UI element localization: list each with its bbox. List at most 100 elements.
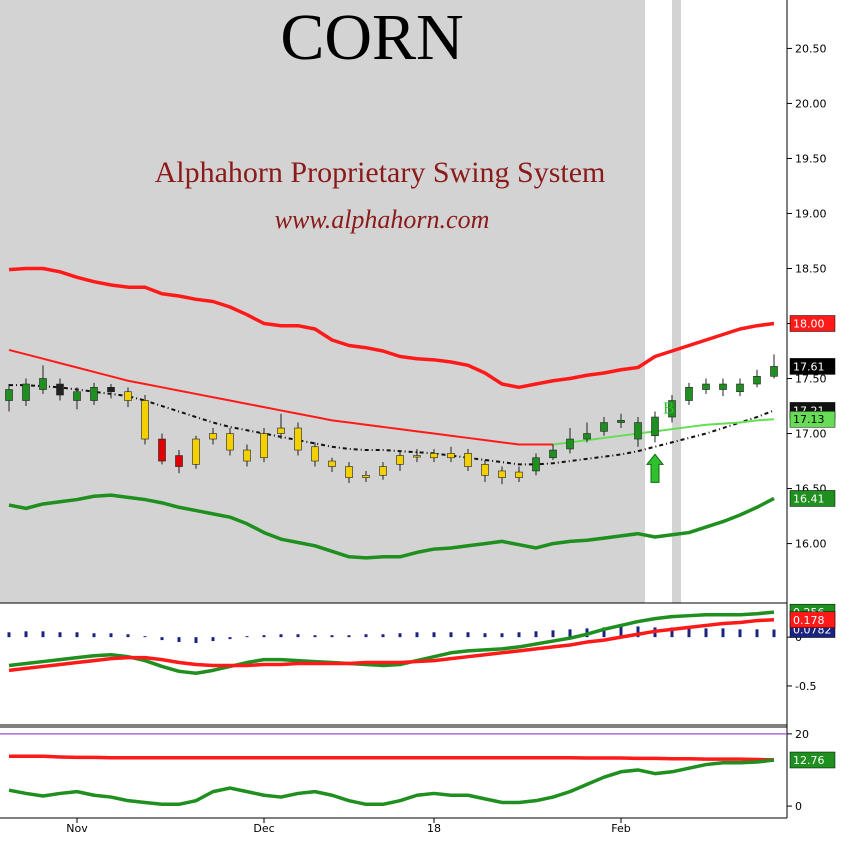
candle-body	[566, 438, 574, 450]
candle-body	[141, 400, 149, 440]
y-tick-label: 20	[795, 728, 809, 741]
series-line	[8, 348, 553, 446]
candle-body	[719, 383, 727, 390]
value-tag	[789, 490, 836, 507]
candle-body	[345, 466, 353, 478]
series-line	[8, 618, 775, 673]
chart-subtitle: Alphahorn Proprietary Swing System	[155, 156, 606, 189]
histogram-bar	[568, 629, 572, 638]
value-tag	[789, 315, 836, 332]
histogram-bar	[721, 628, 725, 638]
candle-body	[736, 383, 744, 393]
histogram-bar	[143, 636, 147, 638]
candle-body	[362, 475, 370, 478]
histogram-bar	[500, 633, 504, 638]
histogram-bar	[364, 634, 368, 638]
histogram-bar	[279, 634, 283, 638]
histogram-bar	[398, 633, 402, 638]
candle-body	[107, 387, 115, 393]
signal-arrow	[645, 453, 665, 483]
series-line	[9, 384, 775, 466]
histogram-bar	[466, 632, 470, 638]
histogram-bar	[415, 632, 419, 638]
value-tag-label: 0.178	[793, 614, 825, 627]
candle-body	[396, 455, 404, 465]
y-tick-label: 17.50	[795, 373, 827, 386]
series-line	[8, 493, 775, 560]
candle-body	[498, 470, 506, 478]
histogram-bar	[670, 627, 674, 638]
candle-body	[209, 433, 217, 440]
candle-body	[243, 449, 251, 462]
histogram-bar	[24, 631, 28, 638]
y-tick-label: 19.50	[795, 152, 827, 165]
y-tick-label: 16.00	[795, 538, 827, 551]
histogram-bar	[313, 635, 317, 638]
candle-body	[379, 466, 387, 476]
y-tick-label: 20.00	[795, 97, 827, 110]
y-tick-label: 20.50	[795, 42, 827, 55]
session-shade	[672, 0, 681, 603]
candle-body	[464, 453, 472, 467]
histogram-bar	[381, 634, 385, 638]
value-tag-label: 18.00	[793, 318, 825, 331]
x-tick-label: Dec	[253, 822, 274, 835]
candle-body	[22, 383, 30, 401]
y-tick-label: 0	[795, 800, 802, 813]
candle-body	[549, 449, 557, 459]
histogram-bar	[755, 629, 759, 638]
histogram-bar	[7, 632, 11, 638]
candle-body	[753, 376, 761, 385]
candle-body	[311, 446, 319, 462]
value-tag-label: 17.61	[793, 360, 825, 373]
candle-body	[328, 460, 336, 467]
histogram-bar	[211, 637, 215, 642]
value-tag	[789, 611, 836, 629]
histogram-bar	[262, 635, 266, 638]
candle-body	[158, 438, 166, 462]
value-tag-label: 16.41	[793, 492, 825, 505]
series-line	[8, 266, 775, 390]
histogram-bar	[245, 636, 249, 638]
source-url: www.alphahorn.com	[275, 205, 490, 234]
signal-label: B	[663, 398, 674, 417]
candle-body	[515, 471, 523, 478]
candle-body	[413, 455, 421, 458]
value-tag	[789, 751, 836, 769]
value-tag-label: 17.13	[793, 413, 825, 426]
candle-body	[651, 416, 659, 437]
histogram-bar	[517, 632, 521, 638]
candle-body	[634, 422, 642, 440]
candle-body	[617, 420, 625, 423]
histogram-bar	[619, 626, 623, 638]
candle-body	[481, 464, 489, 476]
histogram-bar	[687, 628, 691, 638]
candle-body	[56, 383, 64, 396]
candle-body	[447, 453, 455, 459]
histogram-bar	[177, 637, 181, 643]
candle-body	[770, 366, 778, 377]
candle-body	[430, 453, 438, 459]
candle-body	[5, 389, 13, 401]
candle-body	[124, 391, 132, 401]
histogram-bar	[330, 635, 334, 638]
histogram-bar	[58, 632, 62, 638]
candle-body	[294, 427, 302, 451]
candle-body	[277, 427, 285, 434]
x-tick-label: 18	[427, 822, 441, 835]
histogram-bar	[636, 626, 640, 638]
histogram-bar	[75, 632, 79, 638]
candle-body	[192, 438, 200, 465]
candle-body	[90, 387, 98, 401]
y-tick-label: 17.00	[795, 428, 827, 441]
candle-body	[702, 383, 710, 390]
candle-body	[668, 400, 676, 418]
histogram-bar	[551, 630, 555, 638]
histogram-bar	[347, 635, 351, 638]
histogram-bar	[160, 637, 164, 641]
candle-body	[260, 433, 268, 459]
histogram-bar	[228, 637, 232, 640]
session-shade	[0, 0, 645, 603]
histogram-bar	[449, 632, 453, 638]
